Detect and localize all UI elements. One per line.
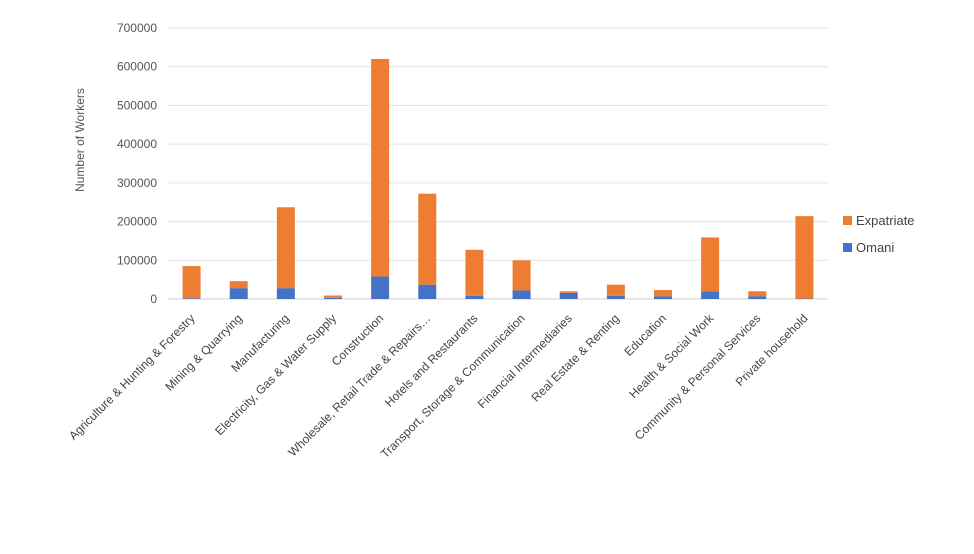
bar-omani [654, 296, 672, 299]
bars [182, 58, 814, 299]
y-axis-title: Number of Workers [73, 88, 87, 192]
bar-expatriate [229, 281, 248, 289]
legend-swatch-omani [843, 243, 852, 252]
x-category-label: Hotels and Restaurants [382, 311, 481, 410]
legend-label-expatriate: Expatriate [856, 213, 915, 228]
gridlines [168, 27, 828, 300]
bar-expatriate [276, 207, 295, 289]
bar-expatriate [748, 291, 767, 297]
y-tick-label: 500000 [117, 98, 157, 112]
x-category-label: Health & Social Work [626, 311, 717, 402]
y-tick-label: 400000 [117, 137, 157, 151]
bar-omani [371, 276, 390, 299]
bar-omani [465, 295, 484, 299]
x-category-label: Financial Intermediaries [475, 311, 575, 411]
y-tick-label: 300000 [117, 176, 157, 190]
bar-expatriate [512, 260, 531, 291]
bar-omani [701, 291, 720, 299]
bar-expatriate [324, 295, 342, 298]
bar-omani [324, 297, 342, 299]
bar-omani [182, 298, 201, 299]
bar-omani [748, 296, 767, 299]
bar-expatriate [701, 237, 720, 292]
legend-label-omani: Omani [856, 240, 894, 255]
x-category-label: Education [621, 311, 669, 359]
bar-expatriate [654, 290, 672, 297]
bar-omani [276, 288, 295, 299]
legend: Expatriate Omani [843, 213, 915, 255]
bar-expatriate [559, 291, 578, 293]
y-tick-label: 700000 [117, 21, 157, 35]
bar-expatriate [795, 216, 814, 299]
bar-expatriate [371, 58, 390, 277]
bar-omani [418, 284, 437, 299]
bar-omani [512, 290, 531, 299]
y-tick-label: 0 [150, 292, 157, 306]
bar-expatriate [182, 266, 201, 299]
y-tick-label: 200000 [117, 215, 157, 229]
x-category-label: Real Estate & Renting [529, 311, 622, 404]
bar-expatriate [465, 249, 484, 296]
bar-expatriate [606, 284, 625, 296]
bar-omani [559, 292, 578, 299]
bar-expatriate [418, 193, 437, 285]
legend-swatch-expatriate [843, 216, 852, 225]
y-tick-label: 100000 [117, 253, 157, 267]
y-axis-tick-labels: 0 100000 200000 300000 400000 500000 600000 700… [117, 21, 157, 306]
bar-omani [606, 295, 625, 299]
bar-omani [229, 288, 248, 299]
y-tick-label: 600000 [117, 60, 157, 74]
